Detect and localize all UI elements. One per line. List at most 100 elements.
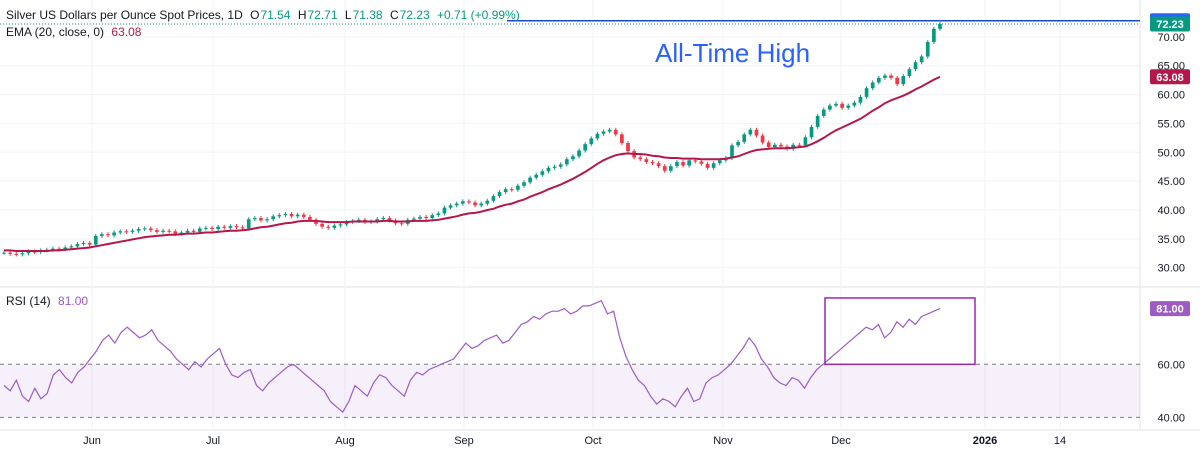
time-axis[interactable]: Jun Jul Aug Sep Oct Nov Dec 2026 14 xyxy=(83,435,1066,447)
time-tick-label: Nov xyxy=(713,435,733,447)
rsi-tick-label: 40.00 xyxy=(1157,412,1185,424)
candle-body xyxy=(326,226,331,228)
price-tick-label: 40.00 xyxy=(1157,205,1185,217)
ema-legend[interactable]: EMA (20, close, 0) 63.08 xyxy=(6,25,141,39)
candle-body xyxy=(118,231,123,233)
candle-body xyxy=(473,202,477,206)
candle-body xyxy=(204,227,208,229)
candle-body xyxy=(430,215,435,219)
price-badge-label: 63.08 xyxy=(1156,72,1184,84)
candle-body xyxy=(681,162,685,166)
candle-body xyxy=(901,76,906,85)
candle-body xyxy=(454,203,459,206)
candle-body xyxy=(124,231,129,233)
candle-body xyxy=(155,230,159,232)
candle-body xyxy=(479,203,484,206)
candle-body xyxy=(895,77,900,85)
candle-body xyxy=(185,230,190,233)
candle-body xyxy=(240,227,245,229)
ema-value: 63.08 xyxy=(111,25,142,39)
close-label: C xyxy=(389,8,399,22)
candle-body xyxy=(693,160,698,162)
candle-body xyxy=(705,163,710,168)
candle-body xyxy=(265,219,269,221)
candle-body xyxy=(858,96,863,103)
candle-body xyxy=(932,28,936,43)
candle-body xyxy=(332,225,337,228)
candle-body xyxy=(51,248,55,250)
change-value: +0.71 (+0.99%) xyxy=(436,8,520,22)
candle-body xyxy=(846,105,851,108)
candle-body xyxy=(179,232,184,234)
candle-body xyxy=(234,226,239,228)
candle-body xyxy=(320,223,324,227)
candle-body xyxy=(295,214,300,217)
candle-body xyxy=(20,253,25,255)
candle-body xyxy=(589,138,594,145)
price-tick-label: 45.00 xyxy=(1157,176,1185,188)
candle-body xyxy=(148,228,153,231)
candle-body xyxy=(142,228,147,230)
candle-body xyxy=(821,109,826,116)
candle-body xyxy=(222,226,227,228)
rsi-band xyxy=(0,363,1140,418)
candle-body xyxy=(828,105,832,110)
candle-body xyxy=(699,161,704,164)
candle-body xyxy=(601,131,606,134)
all-time-high-annotation: All-Time High xyxy=(655,38,811,68)
price-tick-label: 35.00 xyxy=(1157,234,1185,246)
candle-body xyxy=(779,144,783,147)
price-axis[interactable]: 30.0035.0040.0045.0050.0055.0060.0065.00… xyxy=(1150,13,1190,424)
candle-body xyxy=(63,247,68,250)
rsi-line[interactable] xyxy=(3,299,941,414)
candle-body xyxy=(546,167,551,172)
candle-body xyxy=(907,69,912,77)
candle-body xyxy=(711,163,716,168)
candle-body xyxy=(534,174,539,178)
candle-body xyxy=(14,253,19,255)
candle-body xyxy=(448,205,453,208)
ema-label: EMA (20, close, 0) xyxy=(6,25,105,39)
candle-body xyxy=(277,215,282,217)
time-tick-label: Dec xyxy=(831,435,851,447)
candle-body xyxy=(503,189,508,193)
candle-body xyxy=(656,163,661,167)
close-value: 72.23 xyxy=(399,8,430,22)
time-tick-label: 14 xyxy=(1054,435,1066,447)
time-tick-label: Aug xyxy=(335,435,355,447)
candle-body xyxy=(130,230,135,232)
candle-body xyxy=(32,251,37,253)
candle-body xyxy=(112,232,116,236)
time-tick-label: Sep xyxy=(454,435,474,447)
candle-body xyxy=(497,192,502,197)
candle-body xyxy=(308,216,312,220)
candle-body xyxy=(870,82,875,89)
candle-body xyxy=(644,159,649,163)
candle-body xyxy=(803,137,808,146)
candle-body xyxy=(552,166,557,168)
candle-body xyxy=(491,196,496,201)
candle-body xyxy=(259,218,263,221)
candle-body xyxy=(467,201,471,203)
rsi-legend[interactable]: RSI (14) 81.00 xyxy=(6,294,88,308)
candle-body xyxy=(210,227,214,230)
candle-body xyxy=(301,214,306,217)
candle-body xyxy=(442,207,447,214)
candle-body xyxy=(412,218,416,220)
candle-body xyxy=(509,189,514,191)
rsi-value: 81.00 xyxy=(58,294,89,308)
price-badge xyxy=(1150,69,1190,85)
candle-body xyxy=(736,141,740,146)
symbol-title[interactable]: Silver US Dollars per Ounce Spot Prices,… xyxy=(6,8,243,22)
candle-body xyxy=(717,160,722,164)
candle-body xyxy=(381,218,386,220)
candle-body xyxy=(675,162,679,167)
candle-body xyxy=(57,248,61,250)
candle-body xyxy=(607,129,612,132)
candle-body xyxy=(2,252,6,254)
candle-body xyxy=(191,230,196,232)
ema-line[interactable] xyxy=(4,75,941,252)
time-tick-label: Jul xyxy=(206,435,220,447)
candle-body xyxy=(876,77,881,83)
